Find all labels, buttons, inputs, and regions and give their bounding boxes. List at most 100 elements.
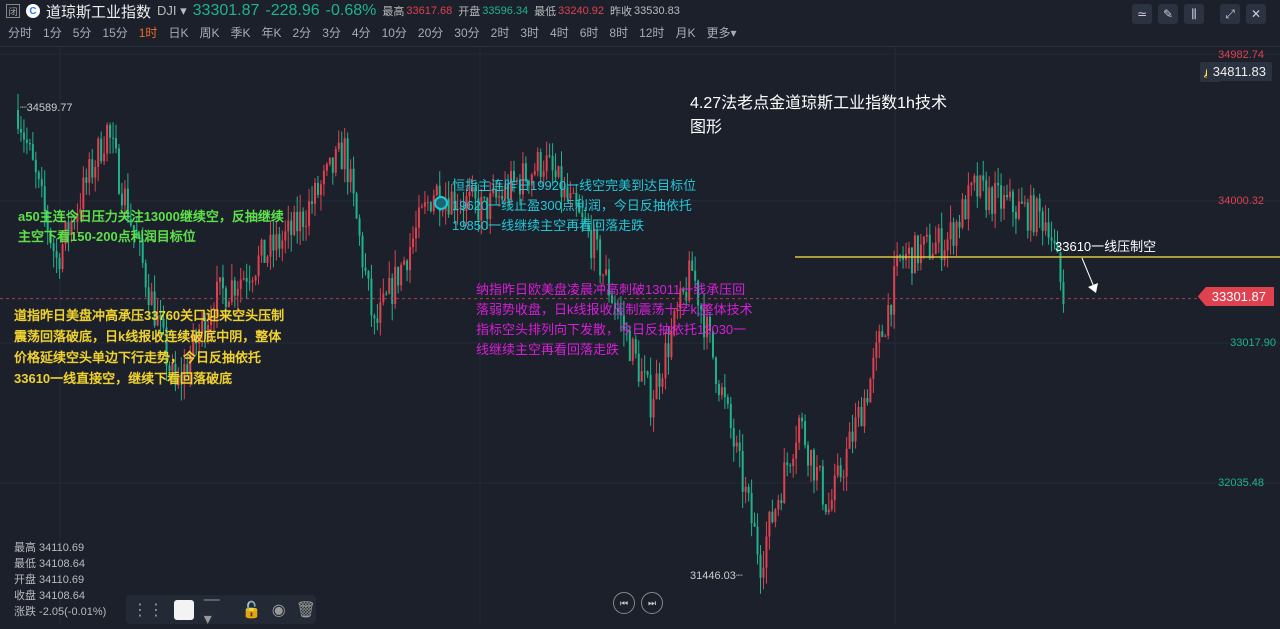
candle-body	[55, 251, 58, 258]
candle-body	[952, 222, 955, 246]
candle-body	[361, 235, 364, 268]
symbol-name: 道琼斯工业指数	[46, 3, 152, 21]
skip-forward-icon[interactable]: ⏭	[641, 592, 663, 614]
candle-body	[25, 139, 28, 143]
candle-body	[385, 293, 388, 295]
candle-body	[691, 260, 694, 271]
close-icon[interactable]: ✕	[1246, 4, 1266, 24]
candle-body	[263, 239, 266, 263]
period-tab[interactable]: 年K	[261, 26, 282, 40]
period-tab[interactable]: 1时	[138, 26, 158, 40]
color-swatch[interactable]	[174, 599, 194, 620]
candle-body	[729, 403, 732, 429]
visibility-icon[interactable]: ◉	[271, 601, 286, 619]
period-tab[interactable]: 3分	[322, 26, 341, 40]
candle-body	[456, 208, 459, 211]
period-tab[interactable]: 4时	[550, 26, 569, 40]
fullscreen-icon[interactable]: ⤢	[1220, 4, 1240, 24]
ohlc-change: 涨跌 -2.05(-0.01%)	[14, 606, 107, 618]
skip-back-icon[interactable]: ⏮	[613, 592, 635, 614]
draw-icon[interactable]: ✎	[1158, 4, 1178, 24]
candle-body	[744, 486, 747, 492]
period-tab[interactable]: 日K	[168, 26, 189, 40]
period-tab[interactable]: 2分	[292, 26, 312, 40]
arrow-line	[1081, 257, 1095, 288]
period-tab[interactable]: 10分	[381, 26, 407, 40]
candle-body	[103, 153, 106, 162]
drag-handle-icon[interactable]: ⋮⋮	[132, 601, 164, 619]
candle-body	[584, 217, 587, 224]
note-a50: a50主连今日压力关注13000继续空，反抽继续 主空下看150-200点利润目标…	[18, 207, 284, 247]
candle-body	[872, 357, 875, 379]
period-tab[interactable]: 2时	[490, 26, 510, 40]
candle-body	[821, 466, 824, 505]
alert-price-tag[interactable]: 34811.83	[1206, 62, 1272, 81]
period-tab[interactable]: 分时	[8, 26, 33, 40]
candle-body	[346, 138, 349, 183]
period-tabs: 分时 1分 5分 15分 1时 日K 周K 季K 年K 2分 3分 4分 10分 20分 30分 2时 3时 4时…	[8, 24, 736, 41]
period-tab[interactable]: 1分	[43, 26, 62, 40]
candle-body	[343, 138, 346, 170]
current-price: 33301.87	[192, 2, 260, 19]
unlock-icon[interactable]: 🔓	[241, 601, 262, 619]
candle-body	[919, 244, 922, 264]
period-tab[interactable]: 3时	[520, 26, 540, 40]
period-tab[interactable]: 周K	[199, 26, 220, 40]
candle-body	[40, 179, 43, 187]
symbol-code-dropdown[interactable]: DJI ▾	[157, 3, 187, 18]
line-style-dropdown[interactable]: — ▾	[203, 590, 220, 628]
candle-body	[991, 187, 994, 214]
candle-body	[233, 280, 236, 296]
symbol-code[interactable]: DJI	[157, 3, 177, 18]
candle-body	[958, 221, 961, 228]
candle-body	[183, 364, 186, 384]
candle-body	[563, 186, 566, 198]
period-tab[interactable]: 5分	[72, 26, 92, 40]
candle-body	[465, 196, 468, 212]
trash-icon[interactable]: 🗑	[295, 601, 316, 619]
candle-body	[171, 363, 174, 372]
candle-body	[599, 239, 602, 276]
period-tab[interactable]: 4分	[351, 26, 371, 40]
candle-body	[700, 305, 703, 310]
chart-nav: ⏮ ⏭	[613, 592, 663, 614]
candle-body	[1059, 252, 1062, 283]
period-tab[interactable]: 12时	[639, 26, 665, 40]
candle-body	[248, 281, 251, 283]
candle-body	[682, 288, 685, 292]
candle-body	[833, 475, 836, 500]
candlestick-chart[interactable]	[0, 47, 1280, 624]
period-tab[interactable]: 月K	[675, 26, 696, 40]
candle-body	[542, 171, 545, 177]
candle-body	[875, 342, 878, 358]
period-tab[interactable]: 6时	[579, 26, 599, 40]
candle-body	[922, 236, 925, 245]
candle-body	[31, 144, 34, 160]
period-tab[interactable]: 20分	[417, 26, 444, 40]
candle-body	[296, 211, 299, 232]
candle-body	[1062, 282, 1065, 305]
candle-body	[370, 278, 373, 316]
candle-body	[581, 212, 584, 218]
candle-body	[628, 330, 631, 361]
candle-body	[61, 244, 64, 269]
candle-body	[447, 198, 450, 215]
indicator-icon[interactable]: ≃	[1132, 4, 1152, 24]
period-tab[interactable]: 8时	[609, 26, 629, 40]
candle-body	[239, 279, 242, 289]
period-tab[interactable]: 30分	[454, 26, 480, 40]
candle-body	[697, 280, 700, 306]
period-tab[interactable]: 更多▾	[706, 26, 737, 40]
candle-body	[756, 526, 759, 555]
candle-type-icon[interactable]: ⫼	[1184, 4, 1204, 24]
candle-body	[213, 316, 216, 318]
candle-body	[195, 331, 198, 344]
marker-dot-icon[interactable]	[434, 196, 448, 210]
period-tab[interactable]: 季K	[230, 26, 251, 40]
candle-body	[548, 155, 551, 157]
candle-body	[198, 333, 201, 344]
period-tab[interactable]: 15分	[102, 26, 128, 40]
candle-body	[1050, 237, 1053, 241]
price-change: -228.96	[265, 2, 320, 19]
candle-body	[896, 255, 899, 267]
